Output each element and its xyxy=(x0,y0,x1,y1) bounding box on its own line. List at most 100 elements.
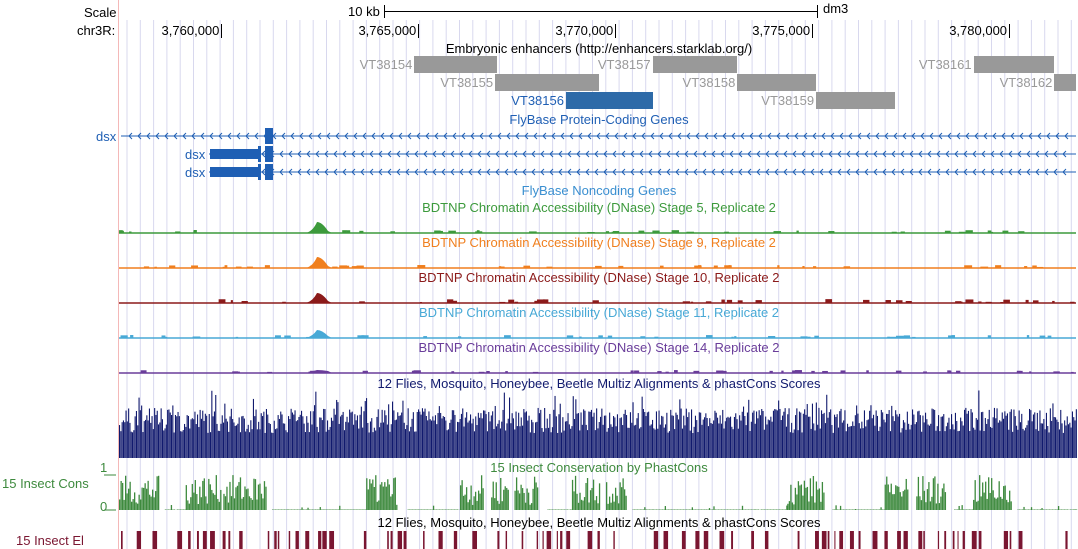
enhancer-label-vt38156[interactable]: VT38156 xyxy=(511,93,564,108)
multiz-bar xyxy=(1043,418,1045,458)
dnase-signal-4[interactable] xyxy=(0,319,1078,339)
enhancer-label-vt38161[interactable]: VT38161 xyxy=(918,57,972,72)
multiz-bar xyxy=(418,409,420,458)
enhancer-block-vt38154[interactable] xyxy=(414,56,498,73)
phastcons-side-label[interactable]: 15 Insect Cons xyxy=(2,476,89,491)
strand-arrow xyxy=(416,132,421,140)
dnase-track-title-2[interactable]: BDTNP Chromatin Accessibility (DNase) St… xyxy=(422,235,776,250)
phastcons-bar xyxy=(707,509,709,510)
multiz-bar xyxy=(602,424,604,458)
phastcons-bar xyxy=(1044,509,1046,510)
multiz-bar xyxy=(978,390,980,458)
enhancers-track-title[interactable]: Embryonic enhancers (http://enhancers.st… xyxy=(445,41,753,56)
signal-bump xyxy=(724,265,732,268)
multiz-bar xyxy=(333,408,335,458)
signal-bump xyxy=(955,301,962,303)
enhancer-block-vt38162[interactable] xyxy=(1054,74,1076,91)
phastcons-bar xyxy=(652,509,655,510)
dnase-track-title-1[interactable]: BDTNP Chromatin Accessibility (DNase) St… xyxy=(422,200,776,215)
phastcons-track[interactable] xyxy=(0,470,1078,514)
gene-label-dsx-1[interactable]: dsx xyxy=(96,129,117,144)
multiz-bar xyxy=(822,414,824,458)
enhancer-label-vt38154[interactable]: VT38154 xyxy=(359,57,413,72)
dnase-signal-2[interactable] xyxy=(0,249,1078,269)
phastcons-bar xyxy=(247,488,249,510)
phastcons-bar xyxy=(333,509,335,510)
phastcons-bar xyxy=(972,509,974,510)
phastcons-bar xyxy=(149,494,151,510)
multiz-bar xyxy=(845,431,847,458)
gene-label-dsx-2[interactable]: dsx xyxy=(185,147,206,162)
enhancer-label-vt38155[interactable]: VT38155 xyxy=(440,75,494,90)
multiz-bar xyxy=(1061,423,1063,458)
enhancer-block-vt38158[interactable] xyxy=(737,74,817,91)
signal-bump xyxy=(1025,299,1029,303)
enhancer-label-vt38159[interactable]: VT38159 xyxy=(761,93,815,108)
coding-genes-track[interactable] xyxy=(0,125,1078,185)
enhancer-block-vt38156[interactable] xyxy=(565,92,653,109)
multiz-bar xyxy=(718,423,720,458)
enhancer-label-vt38158[interactable]: VT38158 xyxy=(682,75,736,90)
phastcons-bar xyxy=(529,504,531,510)
dnase-signal-5[interactable] xyxy=(0,354,1078,374)
strand-arrow xyxy=(164,132,169,140)
enhancer-block-vt38157[interactable] xyxy=(652,56,738,73)
dnase-track-title-5[interactable]: BDTNP Chromatin Accessibility (DNase) St… xyxy=(418,340,780,355)
multiz-bar xyxy=(750,421,752,458)
enhancer-label-vt38157[interactable]: VT38157 xyxy=(597,57,651,72)
strand-arrow xyxy=(963,168,968,176)
multiz-track[interactable] xyxy=(0,390,1078,460)
dnase-signal-1[interactable] xyxy=(0,214,1078,234)
strand-arrow xyxy=(738,168,743,176)
multiz-bar xyxy=(141,405,143,458)
multiz-bar xyxy=(514,429,516,458)
strand-arrow xyxy=(542,132,547,140)
strand-arrow xyxy=(650,132,655,140)
phastcons-bar xyxy=(437,509,439,510)
noncoding-genes-track-title[interactable]: FlyBase Noncoding Genes xyxy=(521,183,677,198)
strand-arrow xyxy=(495,168,500,176)
multiz-track-title[interactable]: 12 Flies, Mosquito, Honeybee, Beetle Mul… xyxy=(377,376,821,391)
coding-genes-track-title[interactable]: FlyBase Protein-Coding Genes xyxy=(509,112,689,127)
phastcons-bar xyxy=(527,492,530,510)
multiz-bar xyxy=(442,416,444,458)
enhancer-label-vt38162[interactable]: VT38162 xyxy=(999,75,1053,90)
multiz-bar xyxy=(572,396,574,458)
dnase-track-title-3[interactable]: BDTNP Chromatin Accessibility (DNase) St… xyxy=(418,270,780,285)
strand-arrow xyxy=(891,150,896,158)
signal-bump xyxy=(965,299,974,303)
phastcons-bar xyxy=(517,490,519,510)
multiz-bar xyxy=(362,427,364,458)
phastcons-bar xyxy=(218,501,220,510)
dnase-track-title-4[interactable]: BDTNP Chromatin Accessibility (DNase) St… xyxy=(418,305,780,320)
multiz-bar xyxy=(382,422,384,458)
elements-track-title[interactable]: 12 Flies, Mosquito, Honeybee, Beetle Mul… xyxy=(377,515,821,530)
multiz-bar xyxy=(207,432,209,458)
elements-side-label[interactable]: 15 Insect El xyxy=(16,533,84,548)
multiz-bar xyxy=(483,410,485,458)
phastcons-track-title[interactable]: 15 Insect Conservation by PhastCons xyxy=(490,460,708,475)
strand-arrow xyxy=(702,168,707,176)
strand-arrow xyxy=(920,132,925,140)
strand-arrow xyxy=(765,168,770,176)
phastcons-bar xyxy=(814,502,816,510)
phastcons-bar xyxy=(1072,509,1075,510)
elements-track[interactable] xyxy=(0,529,1078,549)
multiz-bar xyxy=(503,392,505,458)
dnase-signal-3[interactable] xyxy=(0,284,1078,304)
multiz-bar xyxy=(143,421,145,458)
signal-bump xyxy=(1000,301,1004,303)
strand-arrow xyxy=(936,150,941,158)
phastcons-bar xyxy=(786,505,788,510)
multiz-bar xyxy=(887,413,889,458)
enhancer-block-vt38159[interactable] xyxy=(816,92,895,109)
multiz-bar xyxy=(791,422,793,458)
enhancer-block-vt38161[interactable] xyxy=(973,56,1055,73)
enhancer-block-vt38155[interactable] xyxy=(495,74,600,91)
phastcons-bar xyxy=(128,488,130,510)
multiz-bar xyxy=(627,427,629,458)
multiz-bar xyxy=(204,413,206,458)
multiz-bar xyxy=(977,419,979,458)
phastcons-bar xyxy=(588,502,590,510)
gene-label-dsx-3[interactable]: dsx xyxy=(185,165,206,180)
